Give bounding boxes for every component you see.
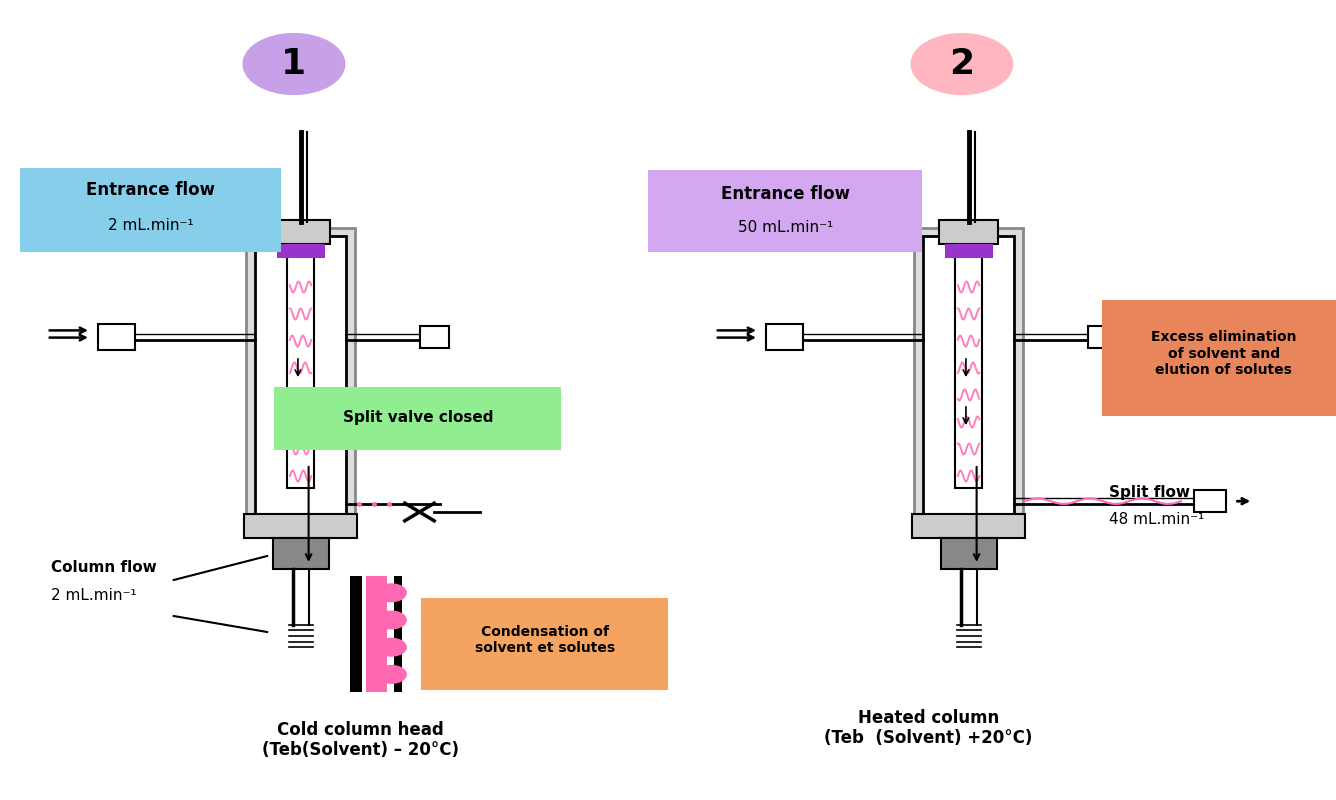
FancyBboxPatch shape: [1088, 326, 1117, 348]
FancyBboxPatch shape: [941, 538, 997, 569]
Circle shape: [377, 666, 406, 683]
Text: 48 mL.min⁻¹: 48 mL.min⁻¹: [1109, 513, 1204, 527]
FancyBboxPatch shape: [255, 236, 346, 524]
Text: 2: 2: [950, 47, 974, 81]
FancyBboxPatch shape: [955, 248, 982, 488]
Text: Column flow: Column flow: [51, 561, 156, 575]
Text: Excess elimination
of solvent and
elution of solutes: Excess elimination of solvent and elutio…: [1152, 330, 1296, 377]
Text: Cold column head
(Teb(Solvent) – 20°C): Cold column head (Teb(Solvent) – 20°C): [262, 721, 460, 759]
Text: Entrance flow: Entrance flow: [87, 182, 215, 199]
Circle shape: [377, 584, 406, 602]
Text: Entrance flow: Entrance flow: [721, 185, 850, 202]
Text: Split flow: Split flow: [1109, 485, 1190, 499]
FancyBboxPatch shape: [945, 244, 993, 258]
FancyBboxPatch shape: [648, 170, 922, 252]
Text: Split valve closed: Split valve closed: [343, 410, 493, 425]
FancyBboxPatch shape: [274, 387, 561, 450]
FancyBboxPatch shape: [244, 514, 357, 538]
FancyBboxPatch shape: [1194, 490, 1226, 512]
Text: 2 mL.min⁻¹: 2 mL.min⁻¹: [108, 218, 194, 233]
FancyBboxPatch shape: [287, 248, 314, 488]
Circle shape: [911, 34, 1013, 94]
Text: Heated column
(Teb  (Solvent) +20°C): Heated column (Teb (Solvent) +20°C): [824, 709, 1033, 747]
FancyBboxPatch shape: [420, 326, 449, 348]
Text: 2 mL.min⁻¹: 2 mL.min⁻¹: [51, 589, 136, 603]
Text: 50 mL.min⁻¹: 50 mL.min⁻¹: [737, 221, 834, 235]
FancyBboxPatch shape: [914, 228, 1023, 532]
FancyBboxPatch shape: [923, 236, 1014, 524]
FancyBboxPatch shape: [350, 576, 362, 692]
FancyBboxPatch shape: [1102, 300, 1336, 416]
FancyBboxPatch shape: [939, 220, 998, 244]
FancyBboxPatch shape: [271, 220, 330, 244]
FancyBboxPatch shape: [394, 576, 402, 692]
Text: 1: 1: [282, 47, 306, 81]
FancyBboxPatch shape: [366, 576, 387, 692]
FancyBboxPatch shape: [277, 244, 325, 258]
FancyBboxPatch shape: [912, 514, 1025, 538]
FancyBboxPatch shape: [246, 228, 355, 532]
Circle shape: [243, 34, 345, 94]
Circle shape: [377, 611, 406, 629]
FancyBboxPatch shape: [20, 168, 281, 252]
Circle shape: [377, 638, 406, 656]
FancyBboxPatch shape: [421, 598, 668, 690]
FancyBboxPatch shape: [273, 538, 329, 569]
FancyBboxPatch shape: [766, 324, 803, 350]
FancyBboxPatch shape: [98, 324, 135, 350]
Text: Condensation of
solvent et solutes: Condensation of solvent et solutes: [476, 625, 615, 655]
